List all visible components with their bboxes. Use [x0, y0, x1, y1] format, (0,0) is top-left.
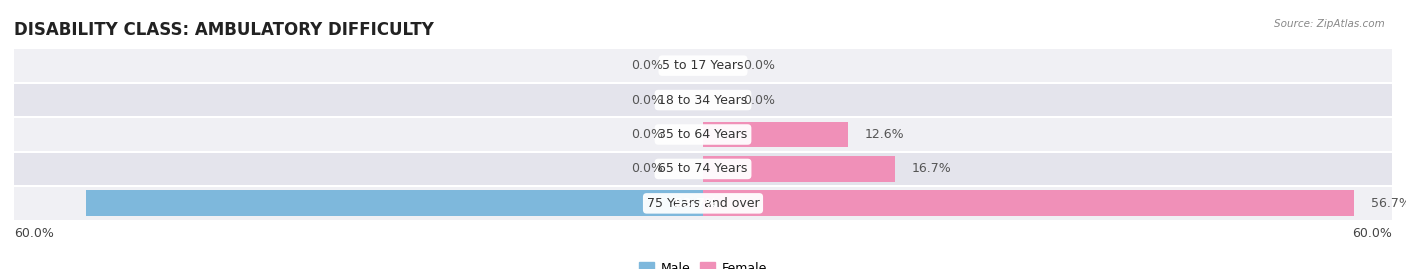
Text: 75 Years and over: 75 Years and over	[647, 197, 759, 210]
Bar	[86, 190, 703, 216]
Text: DISABILITY CLASS: AMBULATORY DIFFICULTY: DISABILITY CLASS: AMBULATORY DIFFICULTY	[14, 20, 434, 38]
Text: 0.0%: 0.0%	[631, 128, 662, 141]
Bar	[14, 153, 1392, 185]
Text: 56.7%: 56.7%	[1371, 197, 1406, 210]
Text: 60.0%: 60.0%	[14, 226, 53, 239]
Text: 5 to 17 Years: 5 to 17 Years	[662, 59, 744, 72]
Text: 53.7%: 53.7%	[675, 197, 717, 210]
Bar	[14, 187, 1392, 220]
Bar	[14, 49, 1392, 82]
Text: 16.7%: 16.7%	[912, 162, 952, 175]
Bar	[703, 156, 894, 182]
Text: 12.6%: 12.6%	[865, 128, 904, 141]
Text: 0.0%: 0.0%	[744, 94, 775, 107]
Bar	[14, 84, 1392, 116]
Legend: Male, Female: Male, Female	[634, 257, 772, 269]
Text: 0.0%: 0.0%	[631, 59, 662, 72]
Text: 0.0%: 0.0%	[744, 59, 775, 72]
Text: 65 to 74 Years: 65 to 74 Years	[658, 162, 748, 175]
Text: 0.0%: 0.0%	[631, 94, 662, 107]
Bar	[703, 122, 848, 147]
Text: 60.0%: 60.0%	[1353, 226, 1392, 239]
Bar	[703, 190, 1354, 216]
Text: 35 to 64 Years: 35 to 64 Years	[658, 128, 748, 141]
Text: Source: ZipAtlas.com: Source: ZipAtlas.com	[1274, 19, 1385, 29]
Text: 0.0%: 0.0%	[631, 162, 662, 175]
Text: 18 to 34 Years: 18 to 34 Years	[658, 94, 748, 107]
Bar	[14, 118, 1392, 151]
